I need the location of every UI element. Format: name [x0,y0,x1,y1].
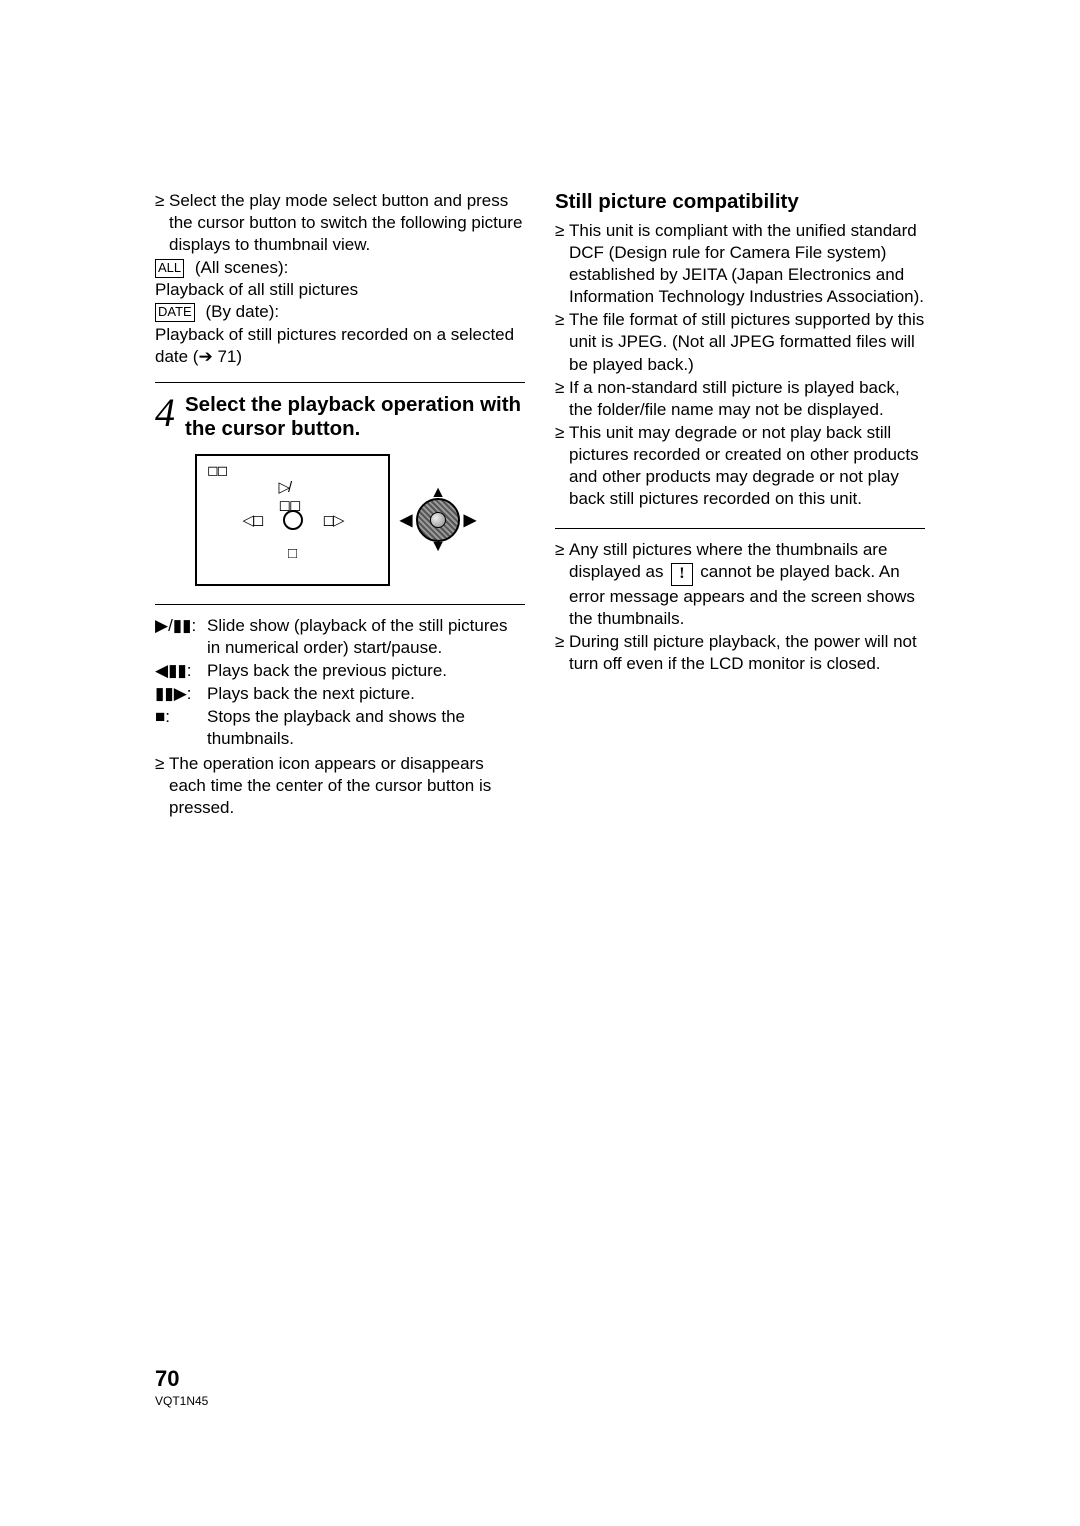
bullet-dot: ≥ [555,631,569,675]
date-label: (By date): [201,302,279,321]
figure-row: ◻◻ ▷/◻◻ ◁◻ ◻▷ □ ▲ ▼ ◀ ▶ [195,454,525,586]
two-columns: ≥ Select the play mode select button and… [155,190,925,820]
bullet-dot: ≥ [155,753,169,819]
step-number: 4 [155,393,175,433]
page-footer: 70 VQT1N45 [155,1366,208,1408]
all-scenes-desc: Playback of all still pictures [155,279,525,301]
legend-row: ◀▮▮: Plays back the previous picture. [155,660,525,682]
legend-text: Plays back the next picture. [207,683,415,705]
exclamation-icon: ! [671,563,692,586]
legend-symbol: ▮▮▶: [155,683,207,705]
warning-text: Any still pictures where the thumbnails … [569,539,925,630]
joystick-center-icon [430,512,446,528]
compat-bullet: ≥ This unit is compliant with the unifie… [555,220,925,308]
joystick-icon: ▲ ▼ ◀ ▶ [408,490,468,550]
dpad-left-icon: ◁◻ [243,511,263,529]
arrow-right-icon: ▶ [464,510,476,530]
compat-bullet: ≥ If a non-standard still picture is pla… [555,377,925,421]
bullet-dot: ≥ [555,377,569,421]
bullet-dot: ≥ [555,220,569,308]
right-column: Still picture compatibility ≥ This unit … [555,190,925,820]
bullet-dot: ≥ [555,422,569,510]
legend-symbol: ■: [155,706,207,750]
compat-text: If a non-standard still picture is playe… [569,377,925,421]
note-text: The operation icon appears or disappears… [169,753,525,819]
legend-text: Plays back the previous picture. [207,660,447,682]
compat-text: This unit may degrade or not play back s… [569,422,925,510]
legend-row: ▮▮▶: Plays back the next picture. [155,683,525,705]
legend-text: Stops the playback and shows the thumbna… [207,706,525,750]
compat-text: The file format of still pictures suppor… [569,309,925,375]
intro-bullet: ≥ Select the play mode select button and… [155,190,525,256]
dpad-up-icon: ▷/◻◻ [279,478,307,514]
bullet-dot: ≥ [155,190,169,256]
page-body: ≥ Select the play mode select button and… [155,190,925,820]
legend-text: Slide show (playback of the still pictur… [207,615,525,659]
last-bullet: ≥ During still picture playback, the pow… [555,631,925,675]
lcd-hint: ◻◻ [207,462,226,479]
intro-text: Select the play mode select button and p… [169,190,525,256]
compat-bullet: ≥ This unit may degrade or not play back… [555,422,925,510]
by-date-line: DATE (By date): [155,301,525,323]
page-number: 70 [155,1366,208,1392]
compat-text: This unit is compliant with the unified … [569,220,925,308]
all-scenes-line: ALL (All scenes): [155,257,525,279]
last-text: During still picture playback, the power… [569,631,925,675]
note-bullet: ≥ The operation icon appears or disappea… [155,753,525,819]
arrow-down-icon: ▼ [430,538,446,556]
by-date-desc: Playback of still pictures recorded on a… [155,324,525,368]
legend-symbol: ◀▮▮: [155,660,207,682]
divider [555,528,925,529]
lcd-screen-icon: ◻◻ ▷/◻◻ ◁◻ ◻▷ □ [195,454,390,586]
arrow-right-icon: ➔ [198,347,212,366]
divider [155,604,525,605]
warning-bullet: ≥ Any still pictures where the thumbnail… [555,539,925,630]
legend-row: ▶/▮▮: Slide show (playback of the still … [155,615,525,659]
dpad-down-icon: □ [288,545,297,562]
document-code: VQT1N45 [155,1394,208,1408]
all-tag: ALL [155,259,184,278]
date-tag: DATE [155,303,195,322]
left-column: ≥ Select the play mode select button and… [155,190,525,820]
step-title: Select the playback operation with the c… [185,393,525,442]
step-4-heading: 4 Select the playback operation with the… [155,393,525,442]
legend-symbol: ▶/▮▮: [155,615,207,659]
legend-row: ■: Stops the playback and shows the thum… [155,706,525,750]
legend-block: ▶/▮▮: Slide show (playback of the still … [155,615,525,751]
section-title: Still picture compatibility [555,190,925,214]
all-label: (All scenes): [190,258,288,277]
bullet-dot: ≥ [555,309,569,375]
arrow-left-icon: ◀ [400,510,412,530]
compat-bullet: ≥ The file format of still pictures supp… [555,309,925,375]
divider [155,382,525,383]
onscreen-dpad-icon: ▷/◻◻ ◁◻ ◻▷ □ [265,492,321,548]
arrow-up-icon: ▲ [430,484,446,502]
dpad-right-icon: ◻▷ [323,511,343,529]
bullet-dot: ≥ [555,539,569,630]
date-ref: 71) [213,347,242,366]
